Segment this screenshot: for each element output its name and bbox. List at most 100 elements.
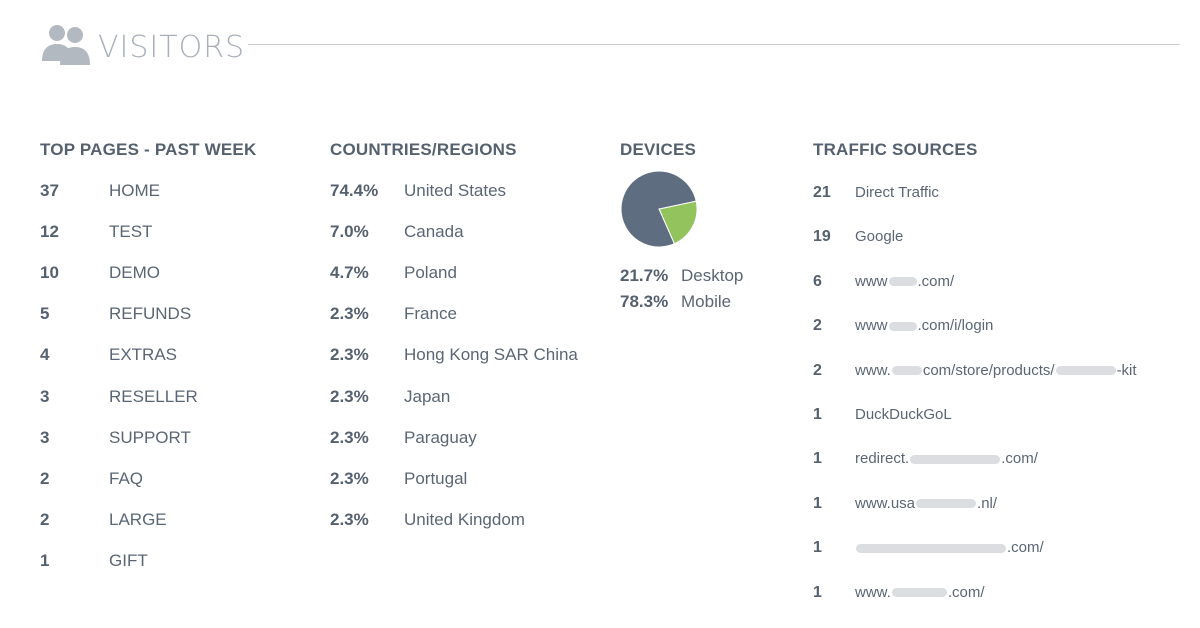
country-percent: 2.3% — [330, 345, 369, 365]
traffic-source-text: .com/ — [1001, 450, 1038, 468]
page-visit-count: 12 — [40, 222, 59, 242]
traffic-count: 2 — [813, 361, 822, 379]
top-pages-panel: TOP PAGES - PAST WEEK 37 HOME 12 TEST 10 DEMO… — [40, 140, 300, 570]
device-percent: 21.7% — [620, 266, 669, 285]
pie-slice-desktop — [658, 200, 698, 245]
traffic-source: www.usa .nl/ — [855, 493, 997, 515]
redacted-text — [891, 366, 922, 376]
country-percent: 2.3% — [330, 509, 369, 529]
country-percent: 7.0% — [330, 222, 369, 242]
traffic-count: 21 — [813, 184, 831, 201]
redacted-text — [891, 588, 947, 598]
page-name: FAQ — [109, 468, 144, 488]
page-name: EXTRAS — [109, 345, 178, 365]
page-name: TEST — [109, 222, 153, 242]
traffic-source: DuckDuckGoL — [855, 404, 952, 426]
traffic-source: redirect. .com/ — [855, 448, 1038, 470]
traffic-count: 1 — [813, 539, 822, 557]
page-name: DEMO — [109, 263, 160, 283]
redacted-text — [888, 321, 917, 331]
traffic-source-text: Google — [855, 228, 904, 246]
traffic-sources-heading: TRAFFIC SOURCES — [813, 140, 978, 159]
users-icon — [42, 25, 90, 65]
traffic-source: www .com/i/login — [855, 315, 993, 337]
country-name: France — [404, 304, 457, 324]
traffic-source-text: DuckDuckGoL — [855, 406, 952, 423]
country-percent: 2.3% — [330, 468, 369, 488]
traffic-source-text: www — [855, 272, 888, 290]
devices-panel: DEVICES 21.7% Desktop 78.3% Mobile — [620, 140, 800, 311]
section-title: VISITORS — [98, 30, 246, 65]
country-name: United States — [404, 181, 507, 200]
page-visit-count: 3 — [40, 427, 50, 447]
page-visit-count: 4 — [40, 345, 50, 365]
top-pages-heading: TOP PAGES - PAST WEEK — [40, 140, 257, 159]
redacted-text — [916, 499, 977, 509]
traffic-source-text: .com/ — [1007, 539, 1044, 557]
page-visit-count: 2 — [40, 468, 50, 488]
page-name: HOME — [109, 181, 160, 200]
page-visit-count: 37 — [40, 181, 59, 200]
country-name: United Kingdom — [404, 509, 525, 529]
traffic-source: Google — [855, 226, 903, 248]
pie-slice-mobile — [620, 170, 697, 248]
page-name: LARGE — [109, 509, 167, 529]
traffic-source: Direct Traffic — [855, 182, 939, 204]
device-name: Desktop — [681, 266, 744, 285]
header-divider — [248, 44, 1180, 45]
traffic-source-text: .com/ — [917, 272, 955, 290]
devices-heading: DEVICES — [620, 140, 697, 159]
country-percent: 4.7% — [330, 263, 369, 283]
traffic-count: 1 — [813, 583, 822, 601]
traffic-source: .com/ — [855, 537, 1044, 559]
traffic-source-text: www. — [855, 583, 891, 601]
page-visit-count: 10 — [40, 263, 59, 283]
page-visit-count: 3 — [40, 386, 50, 406]
redacted-text — [888, 277, 917, 287]
redacted-text — [856, 543, 1006, 553]
page-visit-count: 2 — [40, 509, 50, 529]
traffic-source-text: .com/ — [947, 583, 985, 601]
page-visit-count: 1 — [40, 550, 50, 570]
traffic-source-text: .com/i/login — [917, 317, 994, 335]
traffic-source-text: www — [855, 317, 888, 335]
traffic-count: 6 — [813, 272, 822, 290]
countries-heading: COUNTRIES/REGIONS — [330, 140, 517, 159]
country-name: Hong Kong SAR China — [404, 345, 578, 365]
page-name: GIFT — [109, 550, 148, 570]
device-percent: 78.3% — [620, 292, 669, 311]
traffic-source-text: www. — [855, 361, 891, 379]
traffic-count: 2 — [813, 317, 822, 335]
country-percent: 2.3% — [330, 427, 369, 447]
traffic-source-text: Direct Traffic — [855, 184, 939, 201]
country-name: Poland — [404, 263, 457, 283]
traffic-count: 1 — [813, 494, 822, 512]
redacted-text — [1055, 366, 1116, 376]
traffic-sources-panel: TRAFFIC SOURCES 21 Direct Traffic 19 Google… — [813, 140, 1183, 601]
page-name: REFUNDS — [109, 304, 192, 324]
country-name: Portugal — [404, 468, 468, 488]
device-name: Mobile — [681, 292, 732, 311]
traffic-source-text: com/store/products/ — [922, 361, 1055, 379]
traffic-source-text: -kit — [1116, 361, 1137, 379]
traffic-source-text: www.usa — [855, 494, 916, 512]
traffic-count: 19 — [813, 228, 831, 246]
redacted-text — [910, 454, 1001, 464]
page-name: SUPPORT — [109, 427, 191, 447]
country-percent: 74.4% — [330, 181, 379, 200]
country-name: Canada — [404, 222, 464, 242]
page-visit-count: 5 — [40, 304, 50, 324]
traffic-source: www .com/ — [855, 271, 954, 293]
page-name: RESELLER — [109, 386, 198, 406]
devices-pie-chart — [620, 170, 698, 248]
traffic-source: www. com/store/products/ -kit — [855, 360, 1137, 382]
traffic-source: www. .com/ — [855, 582, 985, 604]
countries-panel: COUNTRIES/REGIONS 74.4% United States 7.0%… — [330, 140, 610, 529]
traffic-count: 1 — [813, 450, 822, 468]
country-percent: 2.3% — [330, 304, 369, 324]
traffic-count: 1 — [813, 406, 822, 423]
country-name: Japan — [404, 386, 451, 406]
country-name: Paraguay — [404, 427, 477, 447]
traffic-source-text: redirect. — [855, 450, 910, 468]
country-percent: 2.3% — [330, 386, 369, 406]
